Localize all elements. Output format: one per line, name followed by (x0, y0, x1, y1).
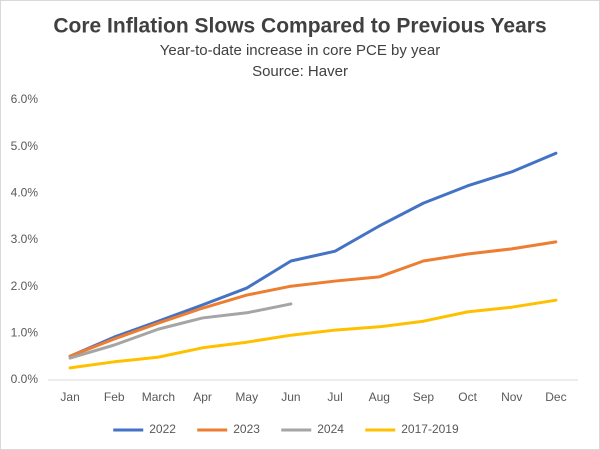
series-line (68, 298, 558, 370)
y-tick-label: 0.0% (11, 372, 39, 386)
legend-label: 2017-2019 (401, 422, 459, 436)
legend-label: 2023 (233, 422, 260, 436)
x-tick-label: Aug (369, 390, 390, 404)
y-tick-label: 1.0% (11, 326, 39, 340)
chart-subtitle: Year-to-date increase in core PCE by yea… (160, 42, 440, 59)
x-tick-label: Nov (501, 390, 522, 404)
x-tick-label: Feb (104, 390, 125, 404)
x-tick-label: Jan (60, 390, 79, 404)
series-line (68, 240, 558, 358)
x-tick-label: Apr (193, 390, 212, 404)
x-tick-label: May (235, 390, 258, 404)
y-tick-label: 4.0% (11, 186, 39, 200)
x-tick-label: Dec (545, 390, 566, 404)
y-tick-label: 3.0% (11, 232, 39, 246)
x-tick-label: Jun (281, 390, 300, 404)
x-tick-label: Jul (327, 390, 342, 404)
y-tick-label: 5.0% (11, 139, 39, 153)
chart-source: Source: Haver (252, 63, 348, 80)
series-line (68, 302, 293, 360)
legend-label: 2024 (317, 422, 344, 436)
y-tick-label: 2.0% (11, 279, 39, 293)
x-tick-label: March (142, 390, 175, 404)
legend-label: 2022 (149, 422, 176, 436)
chart-title: Core Inflation Slows Compared to Previou… (53, 15, 546, 38)
x-tick-label: Oct (458, 390, 477, 404)
y-tick-label: 6.0% (11, 92, 39, 106)
series-line (68, 151, 558, 358)
x-tick-label: Sep (413, 390, 435, 404)
